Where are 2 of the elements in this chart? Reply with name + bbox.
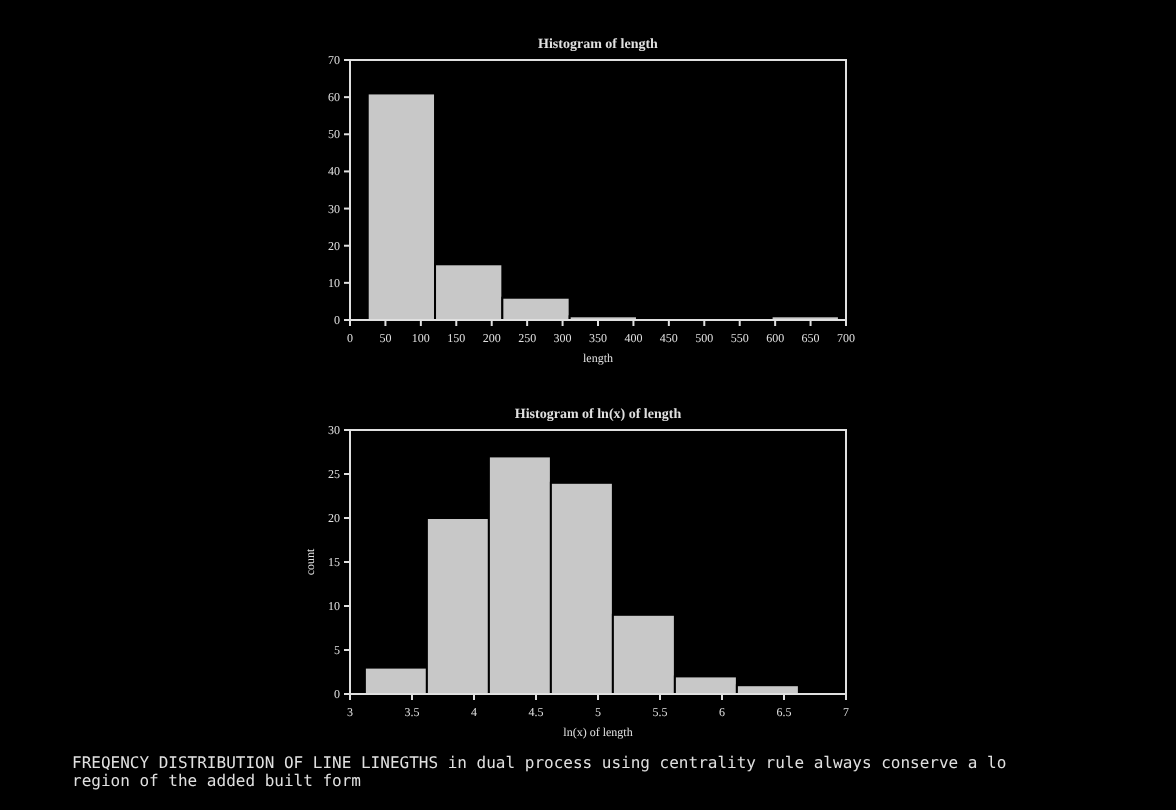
text: FREQENCY DISTRIBUTION OF LINE LINEGTHS in dual process using centrality rule always conserve a lo bbox=[72, 754, 1007, 772]
text: region of the added built form bbox=[72, 772, 362, 790]
